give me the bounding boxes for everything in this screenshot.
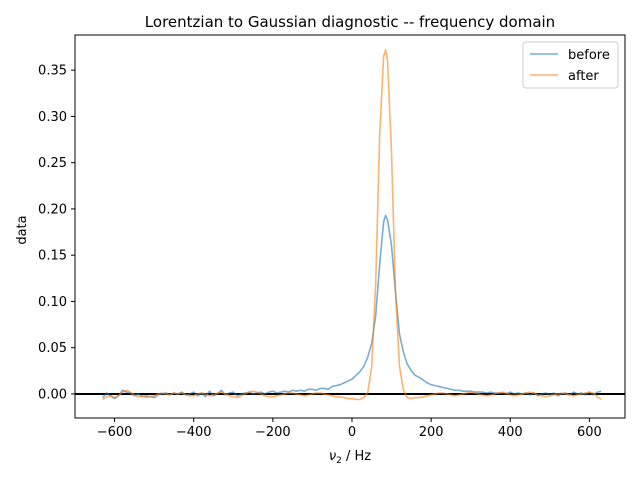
y-tick-label: 0.15 bbox=[38, 249, 67, 264]
plot-area bbox=[74, 34, 626, 419]
x-tick-label: 600 bbox=[577, 425, 602, 440]
x-tick-label: −400 bbox=[176, 425, 212, 440]
y-tick-label: 0.10 bbox=[38, 295, 67, 310]
x-tick-label: 0 bbox=[348, 425, 356, 440]
series-group bbox=[102, 48, 602, 401]
x-tick-label: −600 bbox=[97, 425, 133, 440]
legend: before after bbox=[522, 41, 619, 89]
legend-label-after: after bbox=[568, 69, 599, 84]
x-axis-label-subscript: 2 bbox=[336, 456, 342, 466]
x-axis-label-symbol: ν bbox=[329, 449, 336, 464]
y-axis: 0.00 0.05 0.10 0.15 0.20 0.25 0.30 0.35 bbox=[38, 64, 75, 402]
y-tick-label: 0.20 bbox=[38, 202, 67, 217]
x-tick-label: 200 bbox=[419, 425, 444, 440]
x-axis-label: ν2 / Hz bbox=[329, 449, 371, 466]
y-tick-label: 0.35 bbox=[38, 64, 67, 79]
y-tick-label: 0.25 bbox=[38, 156, 67, 171]
y-tick-label: 0.05 bbox=[38, 341, 67, 356]
legend-label-before: before bbox=[568, 48, 610, 63]
chart-title: Lorentzian to Gaussian diagnostic -- fre… bbox=[145, 13, 555, 31]
series-line-after bbox=[102, 48, 602, 401]
axes-frame bbox=[74, 34, 626, 419]
y-axis-label: data bbox=[15, 215, 30, 244]
x-axis: −600 −400 −200 0 200 400 600 bbox=[97, 418, 602, 440]
x-tick-label: 400 bbox=[498, 425, 523, 440]
x-axis-label-unit: / Hz bbox=[342, 449, 371, 464]
y-tick-label: 0.00 bbox=[38, 387, 67, 402]
x-tick-label: −200 bbox=[255, 425, 291, 440]
series-line-before bbox=[102, 214, 602, 400]
y-tick-label: 0.30 bbox=[38, 110, 67, 125]
